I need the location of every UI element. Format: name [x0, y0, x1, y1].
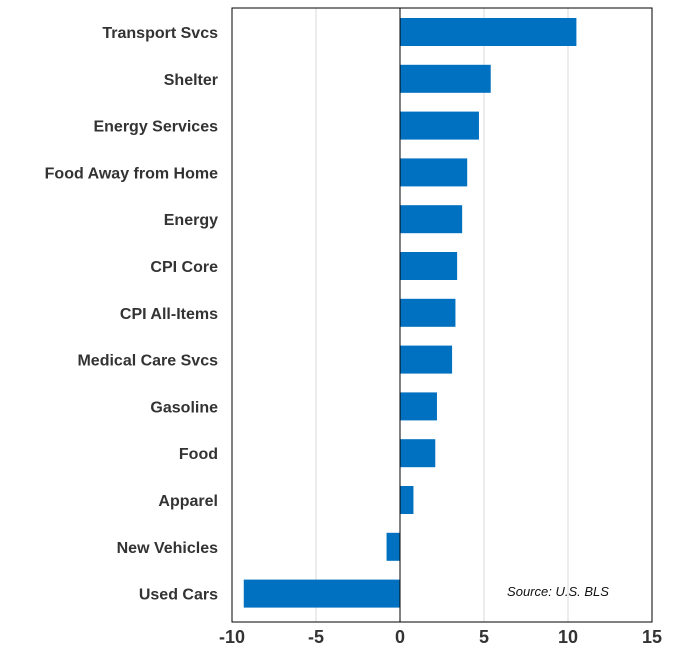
bar: [400, 252, 458, 280]
bar: [400, 345, 453, 374]
category-label: Shelter: [164, 72, 218, 89]
bar: [400, 392, 437, 421]
category-label: CPI Core: [150, 259, 218, 276]
x-tick-label: 10: [558, 627, 578, 647]
category-label: Used Cars: [139, 587, 218, 604]
bar: [400, 158, 468, 187]
bar: [400, 486, 414, 514]
bar: [400, 298, 456, 327]
plot-border: [231, 7, 653, 623]
category-labels: Transport Svcs Shelter Energy Services Food…: [45, 25, 218, 604]
plot-frame: [231, 7, 653, 623]
x-tick-label: -10: [219, 627, 245, 647]
category-label: New Vehicles: [117, 540, 218, 557]
bar: [400, 18, 577, 46]
source-note: Source: U.S. BLS: [507, 584, 609, 599]
x-tick-label: -5: [308, 627, 324, 647]
x-tick-labels: -10 -5 0 5 10 15: [219, 627, 662, 647]
category-label: Food: [179, 446, 218, 463]
bars: [243, 18, 577, 608]
bar: [243, 579, 400, 608]
category-label: Food Away from Home: [45, 165, 218, 182]
bar: [400, 205, 463, 234]
category-label: Apparel: [158, 493, 218, 510]
bar: [400, 439, 436, 468]
category-label: Medical Care Svcs: [77, 353, 218, 370]
bar: [400, 64, 491, 93]
category-label: Gasoline: [150, 399, 218, 416]
x-tick-label: 15: [642, 627, 662, 647]
category-label: Energy: [164, 212, 218, 229]
x-tick-label: 0: [395, 627, 405, 647]
bar: [386, 532, 400, 561]
x-tick-label: 5: [479, 627, 489, 647]
category-label: Transport Svcs: [102, 25, 218, 42]
category-label: Energy Services: [93, 119, 218, 136]
bar: [400, 111, 479, 140]
category-label: CPI All-Items: [120, 306, 218, 323]
